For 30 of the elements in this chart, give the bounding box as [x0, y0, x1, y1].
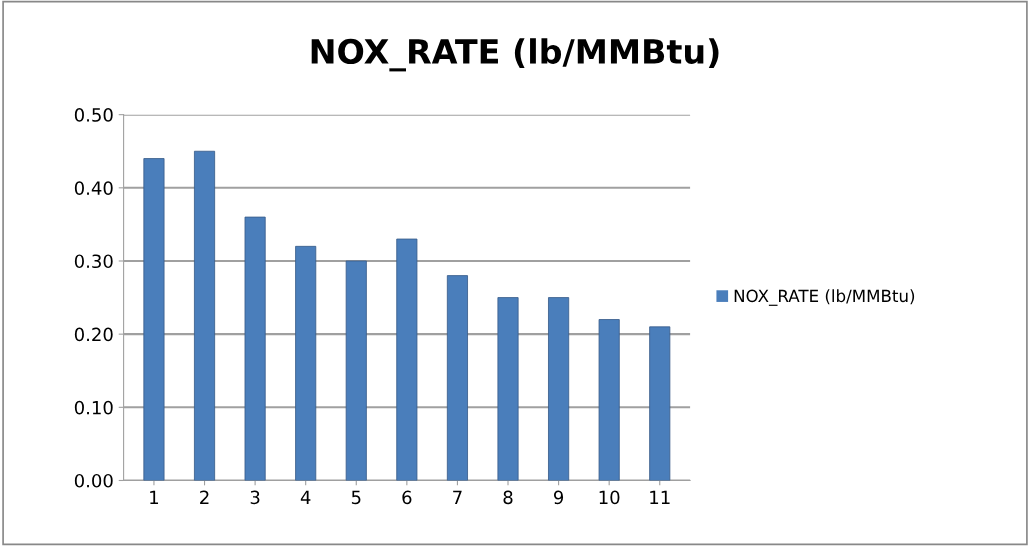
- x-tick-label: 10: [599, 490, 620, 505]
- y-tick-label: 0.30: [74, 254, 113, 269]
- x-tick-label: 2: [200, 490, 209, 504]
- bar: [598, 319, 620, 481]
- y-tick-label: 0.10: [74, 400, 113, 415]
- bar: [345, 260, 367, 481]
- bar: [396, 238, 418, 481]
- bar: [193, 150, 216, 481]
- x-tick-label: 6: [402, 490, 412, 505]
- x-tick-label: 9: [553, 490, 564, 505]
- bar: [446, 275, 468, 481]
- bar: [548, 297, 570, 481]
- bar: [497, 297, 519, 481]
- y-tick-label: 0.40: [74, 181, 113, 195]
- bar: [295, 245, 317, 481]
- chart-title: NOX_RATE (lb/MMBtu): [311, 38, 719, 72]
- x-tick-label: 4: [300, 490, 311, 504]
- legend-label: NOX_RATE (lb/MMBtu): [734, 289, 915, 306]
- x-tick-label: 5: [351, 490, 361, 505]
- y-tick-label: 0.00: [74, 473, 113, 488]
- x-tick-label: 3: [250, 490, 260, 505]
- bar: [143, 158, 165, 481]
- x-tick-label: 8: [503, 490, 513, 505]
- y-tick-label: 0.20: [74, 327, 113, 342]
- bar: [649, 326, 671, 481]
- x-tick-label: 1: [150, 490, 159, 504]
- y-tick-label: 0.50: [74, 108, 113, 122]
- bar: [244, 216, 266, 481]
- x-tick-label: 11: [650, 490, 670, 504]
- x-tick-label: 7: [453, 490, 462, 504]
